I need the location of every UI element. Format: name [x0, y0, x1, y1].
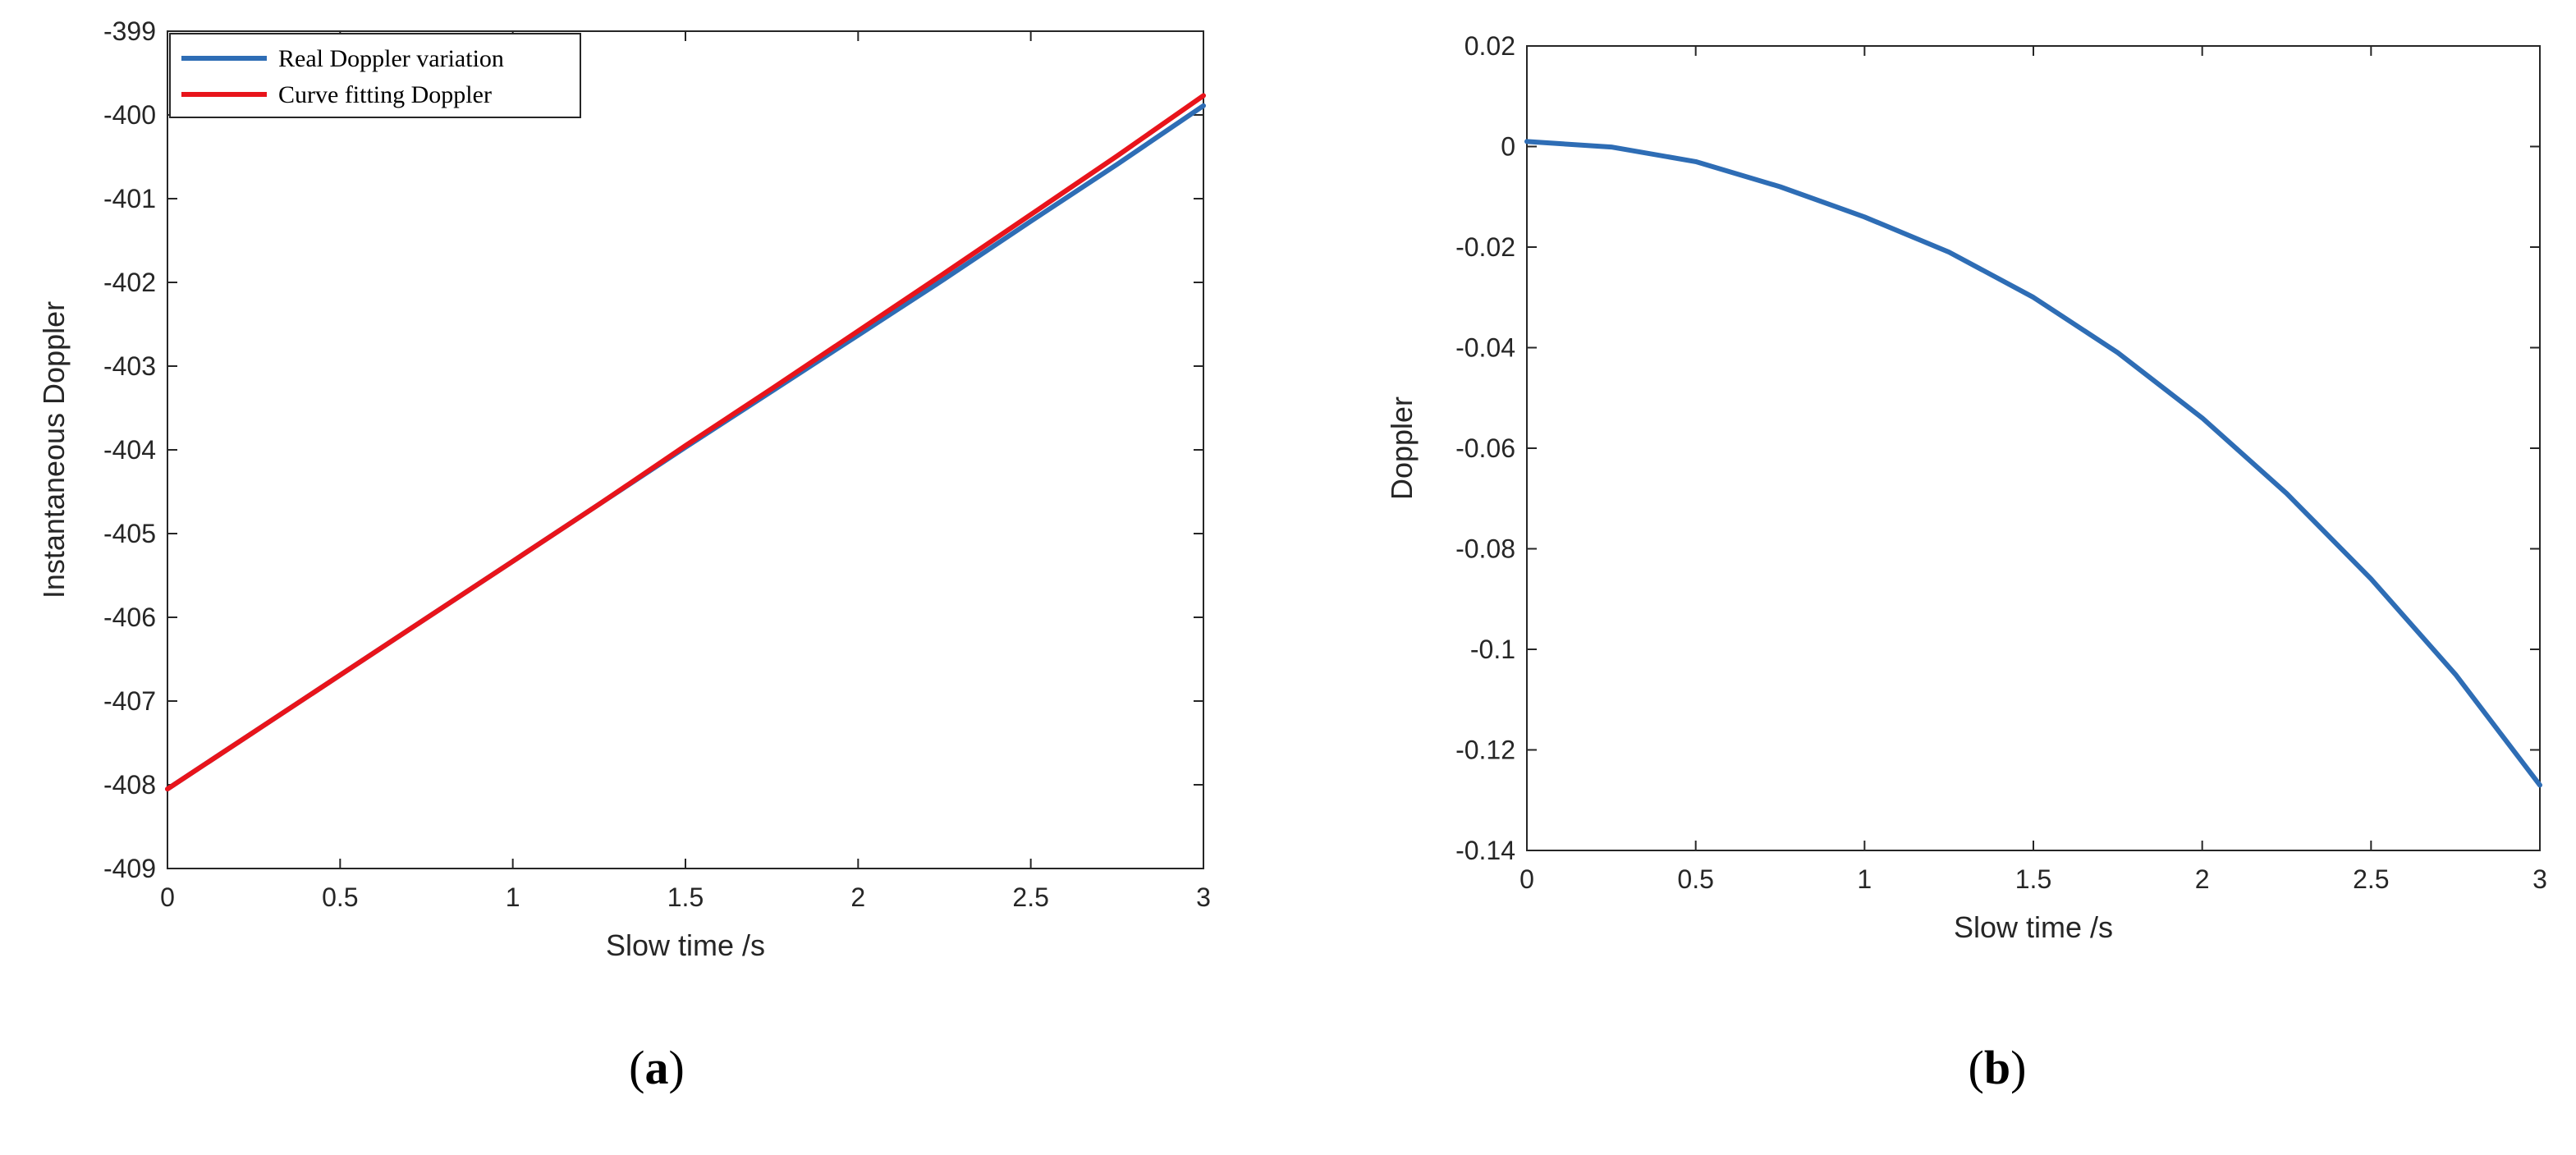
x-tick-label: 3 [1196, 882, 1211, 912]
plot-area-frame [1526, 45, 2541, 851]
y-tick-label: -399 [103, 16, 156, 46]
y-tick-label: -409 [103, 854, 156, 883]
x-axis-label: Slow time /s [1954, 910, 2113, 944]
y-tick-label: -0.02 [1455, 232, 1515, 262]
legend-entry: Real Doppler variation [278, 45, 504, 72]
y-tick-label: -403 [103, 351, 156, 381]
y-tick-label: -405 [103, 519, 156, 548]
x-tick-label: 2 [2195, 864, 2210, 894]
x-axis-label: Slow time /s [606, 928, 765, 962]
chart-panel-b: 0 0.5 1 1.5 2 2.5 3 -0.14 -0.12 -0.1 -0.08 -0.06 -0.… [1385, 31, 2547, 1094]
chart-panel-a: 0 0.5 1 1.5 2 2.5 3 -409 -408 -407 -406 -405 -404 -40… [37, 16, 1211, 1094]
x-tick-label: 2.5 [2353, 864, 2389, 894]
panel-label-close: ) [2010, 1041, 2026, 1094]
y-tick-label: -408 [103, 770, 156, 800]
y-tick-label: -0.06 [1455, 433, 1515, 463]
x-tick-label: 3 [2532, 864, 2547, 894]
panel-label: (b) [1969, 1041, 2027, 1094]
x-tick-label: 0.5 [322, 882, 358, 912]
x-tick-label: 0 [1519, 864, 1534, 894]
y-tick-label: -0.08 [1455, 534, 1515, 564]
y-axis-label: Instantaneous Doppler [37, 301, 71, 598]
y-tick-label: -400 [103, 100, 156, 130]
y-tick-label: -0.12 [1455, 736, 1515, 765]
panel-label-letter: a [645, 1041, 669, 1094]
x-tick-label: 0.5 [1677, 864, 1713, 894]
y-tick-label: -402 [103, 268, 156, 297]
y-tick-label: -0.1 [1470, 635, 1515, 664]
y-tick-label: 0.02 [1464, 31, 1515, 61]
y-tick-label: -404 [103, 435, 156, 465]
panel-label-open: ( [629, 1041, 644, 1094]
x-tick-label: 1.5 [667, 882, 704, 912]
x-tick-label: 0 [160, 882, 175, 912]
y-tick-label: -407 [103, 686, 156, 716]
x-tick-label: 2 [850, 882, 865, 912]
x-tick-label: 1 [1857, 864, 1872, 894]
y-tick-label: -0.04 [1455, 333, 1515, 363]
x-tick-label: 1.5 [2015, 864, 2051, 894]
series-line-1 [1524, 139, 2542, 788]
y-tick-label: -406 [103, 603, 156, 632]
y-tick-label: -0.14 [1455, 836, 1515, 865]
panel-label-close: ) [669, 1041, 685, 1094]
y-tick-label: -401 [103, 184, 156, 213]
x-tick-label: 1 [506, 882, 520, 912]
panel-label: (a) [629, 1041, 685, 1094]
series-line-2 [165, 93, 1206, 792]
x-tick-label: 2.5 [1012, 882, 1048, 912]
y-tick-label: 0 [1501, 132, 1515, 162]
panel-label-open: ( [1969, 1041, 1984, 1094]
legend-entry: Curve fitting Doppler [278, 81, 492, 108]
panel-label-letter: b [1984, 1041, 2010, 1094]
legend-box [169, 33, 581, 118]
y-axis-label: Doppler [1385, 396, 1419, 500]
